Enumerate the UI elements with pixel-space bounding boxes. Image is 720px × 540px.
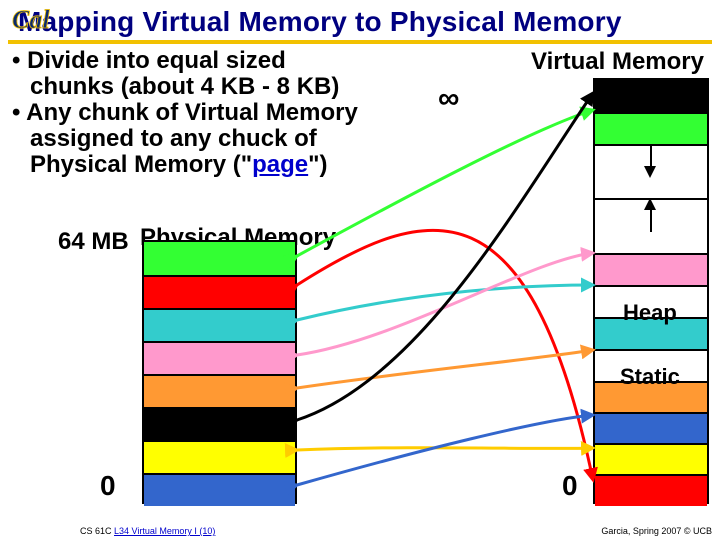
heap-label: Heap bbox=[623, 300, 677, 326]
mapping-curve bbox=[297, 448, 593, 450]
bullet-2-line-1: • Any chunk of Virtual Memory bbox=[12, 100, 442, 126]
bullet-2-line-3: Physical Memory ("page") bbox=[12, 152, 442, 178]
footer-left: CS 61C L34 Virtual Memory I (10) bbox=[80, 526, 215, 536]
mapping-curve bbox=[297, 415, 593, 485]
mapping-curve bbox=[297, 230, 593, 480]
memory-segment bbox=[595, 474, 707, 506]
mapping-curve bbox=[297, 350, 593, 388]
zero-right-label: 0 bbox=[562, 470, 578, 502]
mapping-curve bbox=[297, 253, 593, 355]
memory-segment bbox=[595, 112, 707, 144]
slide-title: Mapping Virtual Memory to Physical Memor… bbox=[8, 0, 712, 44]
lecture-link: L34 Virtual Memory I (10) bbox=[114, 526, 215, 536]
memory-segment bbox=[144, 275, 295, 308]
heap-arrow-up-icon bbox=[644, 198, 656, 210]
memory-segment bbox=[144, 407, 295, 440]
footer-right: Garcia, Spring 2007 © UCB bbox=[601, 526, 712, 536]
memory-segment bbox=[144, 308, 295, 341]
physical-memory-stack bbox=[142, 240, 297, 504]
memory-segment bbox=[144, 242, 295, 275]
memory-segment bbox=[144, 440, 295, 473]
heap-arrow-stem bbox=[650, 210, 652, 232]
bullet-1-line-2: chunks (about 4 KB - 8 KB) bbox=[12, 74, 442, 100]
memory-segment bbox=[144, 374, 295, 407]
zero-left-label: 0 bbox=[100, 470, 116, 502]
static-label: Static bbox=[620, 364, 680, 390]
page-link: page bbox=[252, 151, 308, 178]
memory-segment bbox=[595, 253, 707, 285]
stack-arrow-stem bbox=[650, 146, 652, 166]
virtual-memory-stack bbox=[593, 78, 709, 504]
memory-segment bbox=[595, 80, 707, 112]
memory-segment bbox=[595, 412, 707, 443]
bullet-1-line-1: • Divide into equal sized bbox=[12, 48, 442, 74]
infinity-label: ∞ bbox=[438, 82, 459, 116]
bullet-list: • Divide into equal sized chunks (about … bbox=[12, 48, 442, 178]
memory-segment bbox=[144, 341, 295, 374]
bullet-2-line-2: assigned to any chuck of bbox=[12, 126, 442, 152]
memory-segment bbox=[595, 443, 707, 474]
virtual-memory-label: Virtual Memory bbox=[531, 48, 704, 76]
size-64-label: 64 MB bbox=[58, 228, 129, 256]
stack-arrow-down-icon bbox=[644, 166, 656, 178]
memory-segment bbox=[144, 473, 295, 506]
mapping-curve bbox=[297, 285, 593, 320]
